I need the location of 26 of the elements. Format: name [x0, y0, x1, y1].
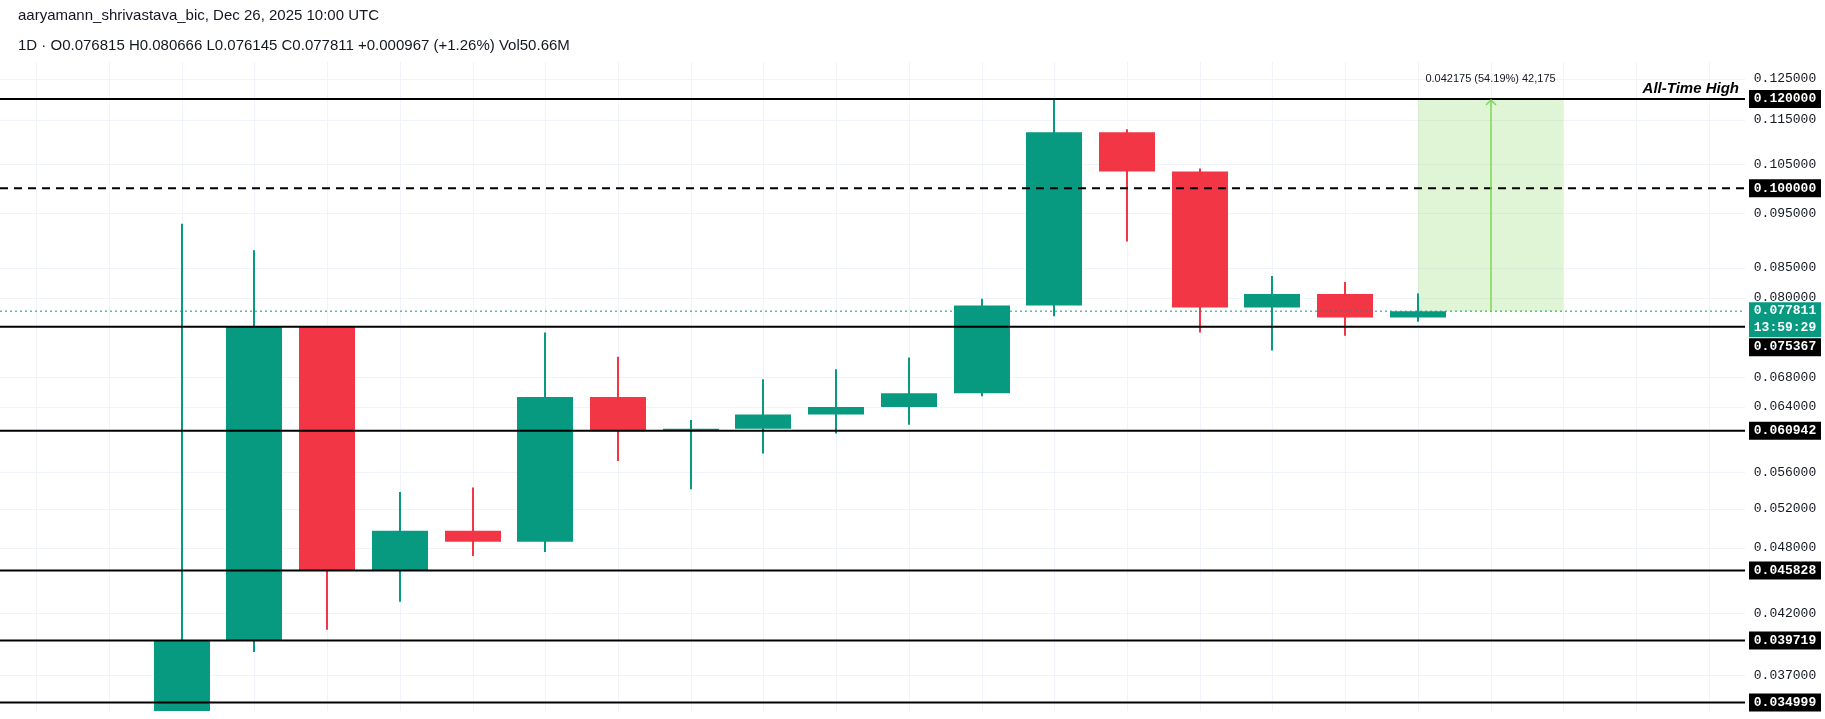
y-tick-label: 0.064000: [1753, 399, 1817, 415]
ref-line-label: 0.039719: [1753, 632, 1817, 648]
y-tick-label: 0.042000: [1753, 605, 1817, 621]
y-tick-label: 0.052000: [1753, 501, 1817, 517]
ref-line-label: 0.075367: [1753, 339, 1817, 355]
ref-line-label: 0.060942: [1753, 423, 1817, 439]
y-tick-label: 0.115000: [1753, 112, 1817, 128]
band-label: 0.042175 (54.19%) 42,175: [1425, 72, 1556, 85]
y-tick-label: 0.056000: [1753, 464, 1817, 480]
ref-line-label: 0.100000: [1753, 180, 1817, 196]
ref-line-label: 0.034999: [1753, 694, 1817, 710]
y-tick-label: 0.048000: [1753, 540, 1817, 556]
y-tick-label: 0.085000: [1753, 260, 1817, 276]
text: 13:59:29: [1753, 320, 1817, 336]
y-tick-label: 0.080000: [1753, 290, 1817, 306]
y-tick-label: 0.037000: [1753, 667, 1817, 683]
ref-line-label: 0.120000: [1753, 91, 1817, 107]
chart-subtitle: 1D · O0.076815 H0.080666 L0.076145 C0.077811 +0.000967 (+1.26%) Vol50.66M: [18, 36, 570, 53]
y-tick-label: 0.068000: [1753, 369, 1817, 385]
ref-line-label: 0.045828: [1753, 562, 1817, 578]
y-tick-label: 0.105000: [1753, 156, 1817, 172]
chart-title: aaryamann_shrivastava_bic, Dec 26, 2025 10:00 UTC: [18, 6, 380, 23]
ref-line-label: 0.077811: [1753, 303, 1817, 319]
y-tick-label: 0.095000: [1753, 205, 1817, 221]
annotation: All-Time High: [1641, 78, 1739, 96]
y-tick-label: 0.125000: [1753, 71, 1817, 87]
